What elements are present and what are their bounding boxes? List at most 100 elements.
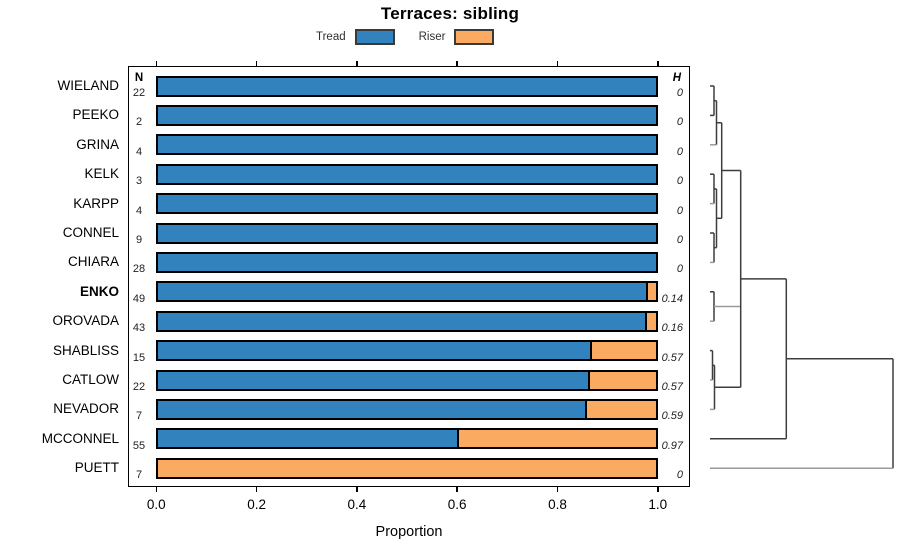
bar-segment-riser <box>456 430 656 448</box>
bar-segment-tread <box>158 165 656 183</box>
x-axis-tick-top <box>657 61 659 66</box>
x-axis-tick-bottom <box>356 487 358 492</box>
bar-peeko <box>156 104 658 126</box>
n-value: 9 <box>135 234 143 246</box>
row-label-grina: GRINA <box>76 136 119 152</box>
n-value: 2 <box>135 116 143 129</box>
bar-segment-tread <box>158 77 656 95</box>
row-label-connel: CONNEL <box>62 225 119 240</box>
bar-kelk <box>156 163 658 185</box>
x-axis-tick-top <box>255 61 258 66</box>
n-value: 3 <box>135 175 143 188</box>
legend: Tread Riser <box>316 29 495 45</box>
x-axis-tick-top <box>356 61 358 66</box>
bar-segment-riser <box>646 283 656 301</box>
x-axis-tick-top <box>556 61 559 66</box>
x-axis-tick-bottom <box>556 487 559 492</box>
legend-label: Tread <box>316 31 346 43</box>
bar-segment-riser <box>588 371 656 389</box>
row-label-orovada: OROVADA <box>52 313 119 329</box>
bar-segment-riser <box>584 400 656 418</box>
h-value: 0 <box>676 175 683 188</box>
row-label-peeko: PEEKO <box>72 107 119 123</box>
bar-segment-tread <box>158 400 585 418</box>
legend-item-riser: Riser <box>419 29 495 45</box>
h-value: 0 <box>676 204 683 217</box>
bar-puett <box>156 457 658 479</box>
x-axis-tick-label: 0.6 <box>447 497 467 512</box>
x-axis-tick-bottom <box>657 487 659 492</box>
bar-segment-tread <box>158 342 590 360</box>
row-label-chiara: CHIARA <box>67 254 119 270</box>
row-label-puett: PUETT <box>74 460 119 476</box>
n-value: 15 <box>132 351 146 364</box>
bar-segment-tread <box>158 224 656 242</box>
x-axis-tick-label: 0.8 <box>548 497 567 512</box>
x-axis-tick-label: 0.4 <box>347 497 367 512</box>
h-value: 0 <box>676 234 683 246</box>
bar-mcconnel <box>156 428 658 450</box>
h-value: 0.14 <box>661 292 683 305</box>
x-axis-tick-label: 1.0 <box>648 497 668 512</box>
h-value: 0 <box>676 469 683 482</box>
row-label-karpp: KARPP <box>73 195 119 211</box>
bar-shabliss <box>156 340 658 362</box>
row-label-enko: ENKO <box>79 283 119 299</box>
bar-catlow <box>156 369 658 391</box>
bar-segment-tread <box>158 253 656 271</box>
bar-segment-tread <box>158 371 589 389</box>
bar-segment-tread <box>158 106 656 124</box>
x-axis-title: Proportion <box>375 524 443 540</box>
bar-grina <box>156 134 658 156</box>
bar-nevador <box>156 398 658 420</box>
n-value: 7 <box>135 469 143 482</box>
bar-segment-tread <box>158 195 656 213</box>
bar-segment-riser <box>589 342 656 360</box>
row-label-mcconnel: MCCONNEL <box>41 430 119 446</box>
chart-title: Terraces: sibling <box>380 4 520 23</box>
h-value: 0.16 <box>661 322 683 335</box>
n-value: 4 <box>135 145 143 158</box>
n-value: 22 <box>132 381 146 393</box>
h-value: 0.57 <box>661 381 683 393</box>
legend-swatch-tread <box>354 29 395 45</box>
h-value: 0 <box>676 145 683 158</box>
bar-orovada <box>156 310 658 332</box>
n-value: 49 <box>132 292 146 305</box>
x-axis-tick-bottom <box>456 487 458 492</box>
bar-wieland <box>156 75 658 97</box>
bar-connel <box>156 222 658 244</box>
row-label-nevador: NEVADOR <box>53 401 119 417</box>
legend-item-tread: Tread <box>316 29 395 45</box>
row-label-kelk: KELK <box>84 166 119 182</box>
plot-panel-border <box>128 66 690 487</box>
h-value: 0.57 <box>661 351 683 364</box>
legend-label: Riser <box>418 31 446 43</box>
n-value: 55 <box>132 439 146 452</box>
row-label-wieland: WIELAND <box>57 78 119 93</box>
bar-segment-tread <box>158 312 645 330</box>
row-label-shabliss: SHABLISS <box>52 342 119 358</box>
h-column-header: H <box>672 72 681 84</box>
n-value: 22 <box>132 87 146 99</box>
bar-segment-tread <box>158 430 457 448</box>
n-value: 43 <box>132 322 146 335</box>
h-value: 0 <box>676 263 683 276</box>
n-value: 4 <box>135 204 143 217</box>
n-column-header: N <box>134 72 144 84</box>
bar-segment-tread <box>158 283 647 301</box>
h-value: 0.59 <box>661 410 683 423</box>
h-value: 0.97 <box>661 439 683 452</box>
x-axis-tick-bottom <box>155 487 158 492</box>
bar-karpp <box>156 193 658 215</box>
bar-segment-tread <box>158 136 656 154</box>
x-axis-tick-label: 0.0 <box>146 497 166 512</box>
x-axis-tick-top <box>456 61 458 66</box>
h-value: 0 <box>676 87 683 99</box>
bar-chiara <box>156 251 658 273</box>
x-axis-tick-bottom <box>255 487 258 492</box>
n-value: 28 <box>132 263 146 276</box>
x-axis-tick-label: 0.2 <box>247 497 266 512</box>
bar-segment-riser <box>644 312 656 330</box>
